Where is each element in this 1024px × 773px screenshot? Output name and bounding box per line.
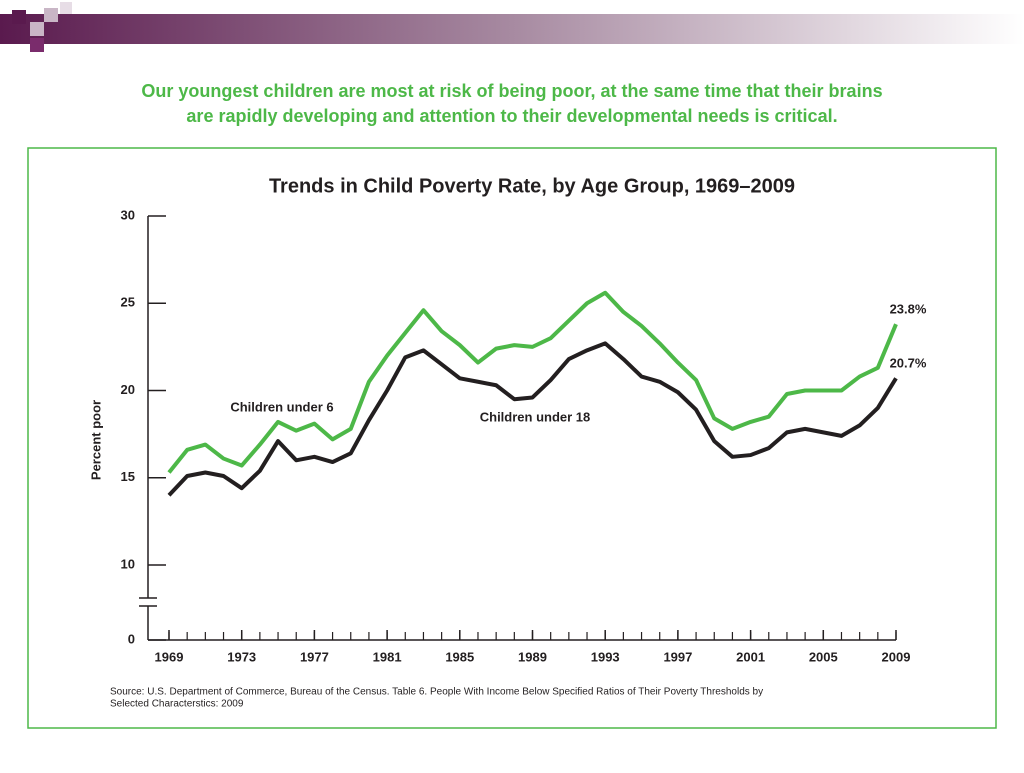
y-tick-label: 10 — [121, 556, 135, 571]
chart-title: Trends in Child Poverty Rate, by Age Gro… — [269, 175, 795, 197]
x-tick-label: 1981 — [373, 649, 402, 664]
y-tick-label: 20 — [121, 382, 135, 397]
value-label: 20.7% — [890, 356, 927, 371]
x-tick-label: 2001 — [736, 649, 765, 664]
x-tick-label: 1989 — [518, 649, 547, 664]
y-tick-label: 30 — [121, 207, 135, 222]
series-label: Children under 18 — [480, 409, 591, 424]
series-line — [167, 341, 898, 497]
value-label: 23.8% — [890, 302, 927, 317]
y-tick-label: 0 — [128, 631, 135, 646]
series-label: Children under 6 — [230, 399, 333, 414]
x-tick-label: 1997 — [663, 649, 692, 664]
y-axis-label: Percent poor — [88, 400, 103, 480]
header-decoration — [0, 2, 1024, 52]
x-tick-label: 1993 — [591, 649, 620, 664]
y-tick-label: 15 — [121, 469, 135, 484]
x-tick-label: 1977 — [300, 649, 329, 664]
x-tick-label: 1973 — [227, 649, 256, 664]
x-tick-label: 2009 — [882, 649, 911, 664]
x-tick-label: 1985 — [445, 649, 474, 664]
chart-frame — [27, 147, 997, 729]
source-note: Source: U.S. Department of Commerce, Bur… — [110, 687, 763, 698]
x-tick-label: 1969 — [155, 649, 184, 664]
y-tick-label: 25 — [121, 295, 135, 310]
headline: are rapidly developing and attention to … — [186, 106, 837, 126]
headline: Our youngest children are most at risk o… — [141, 81, 882, 101]
series-line — [167, 290, 898, 474]
x-tick-label: 2005 — [809, 649, 838, 664]
source-note: Selected Characterstics: 2009 — [110, 699, 244, 710]
